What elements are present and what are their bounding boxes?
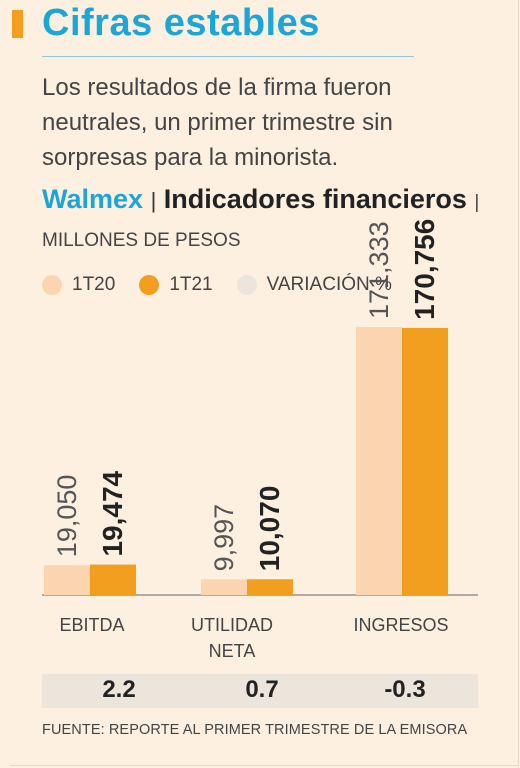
variation-value-utilidad-neta: 0.7 [245,676,279,703]
legend-label-1t20: 1T20 [72,274,116,295]
title-divider [42,56,414,57]
legend-swatch-1t20 [42,275,62,295]
bar-ingresos-1t20 [356,327,402,595]
variation-value-ingresos: -0.3 [384,676,426,703]
variation-value-ebitda: 2.2 [102,676,136,703]
units-label: | MILLONES DE PESOS [42,192,480,251]
value-label-ebitda-1t21: 19,474 [97,470,128,556]
legend-item-1t21: 1T21 [139,274,213,296]
bar-ebitda-1t21 [90,564,136,595]
legend-label-1t21: 1T21 [169,274,213,295]
legend-swatch-variation [236,275,257,295]
variation-strip [42,674,478,708]
title-accent-bar [12,10,23,38]
legend-swatch-1t21 [139,275,160,295]
value-label-ebitda-1t20: 19,050 [52,475,82,558]
bar-ebitda-1t20 [44,565,90,595]
bar-ingresos-1t21 [402,327,448,595]
value-label-ingresos-1t20: 171,333 [364,221,394,319]
chart-heading: Walmex | Indicadores financieros | MILLO… [42,182,502,258]
category-label-utilidad-neta: UTILIDAD NETA [190,615,273,661]
company-name: Walmex [42,184,144,214]
indicator-title: Indicadores financieros [163,184,467,214]
bar-utilidad-neta-1t20 [201,579,247,595]
category-label-ingresos: INGRESOS [353,615,449,635]
value-label-utilidad-neta-1t21: 10,070 [254,486,285,572]
infographic-frame [10,0,519,766]
legend-label-variation: VARIACIÓN % [266,274,392,295]
value-label-ingresos-1t21: 170,756 [409,219,440,320]
category-label-ebitda: EBITDA [59,615,125,635]
page-title: Cifras estables [42,2,320,44]
heading-separator: | [150,188,157,213]
source-note: FUENTE: REPORTE AL PRIMER TRIMESTRE DE L… [42,722,468,738]
bar-utilidad-neta-1t21 [247,579,293,595]
legend-item-variation: VARIACIÓN % [236,274,392,296]
chart-legend: 1T20 1T21 VARIACIÓN % [42,270,416,300]
legend-item-1t20: 1T20 [42,274,115,296]
value-label-utilidad-neta-1t20: 9,997 [209,504,239,572]
subtitle: Los resultados de la firma fueron neutra… [42,74,393,171]
